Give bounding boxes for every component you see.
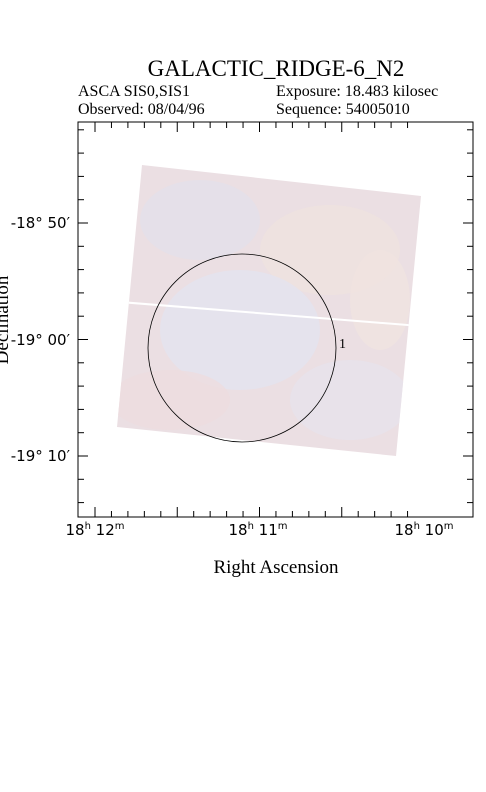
x-tick-part: 10 (420, 521, 444, 539)
x-tick-part: h (248, 521, 254, 532)
x-tick-label: 18h 11m (228, 521, 287, 539)
x-tick-part: 18 (394, 521, 413, 539)
x-tick-part: h (414, 521, 420, 532)
x-tick-part: 18 (65, 521, 84, 539)
exposure: Exposure: 18.483 kilosec (276, 83, 438, 100)
region-circle (147, 253, 337, 443)
x-tick-label: 18h 12m (65, 521, 124, 539)
title: GALACTIC_RIDGE-6_N2 (148, 56, 405, 81)
instrument: ASCA SIS0,SIS1 (78, 83, 190, 100)
y-tick-label: -18° 50′ (11, 214, 71, 232)
sequence: Sequence: 54005010 (276, 101, 410, 118)
ticks (78, 122, 473, 517)
x-tick-part: 11 (254, 521, 278, 539)
x-tick-part: 12 (91, 521, 115, 539)
x-tick-part: 18 (228, 521, 247, 539)
observed: Observed: 08/04/96 (78, 101, 205, 118)
y-tick-label: -19° 10′ (11, 447, 71, 465)
x-tick-part: m (444, 521, 454, 532)
x-tick-part: h (85, 521, 91, 532)
x-tick-labels: 18h 12m 18h 11m 18h 10m (65, 521, 453, 539)
sky-image (117, 165, 421, 456)
x-axis-label: Right Ascension (213, 557, 339, 578)
x-tick-label: 18h 10m (394, 521, 453, 539)
x-tick-part: m (115, 521, 125, 532)
y-tick-label: -19° 00′ (11, 331, 71, 349)
x-tick-part: m (278, 521, 288, 532)
y-axis-label: Declination (0, 275, 13, 364)
region-label: 1 (339, 337, 346, 352)
